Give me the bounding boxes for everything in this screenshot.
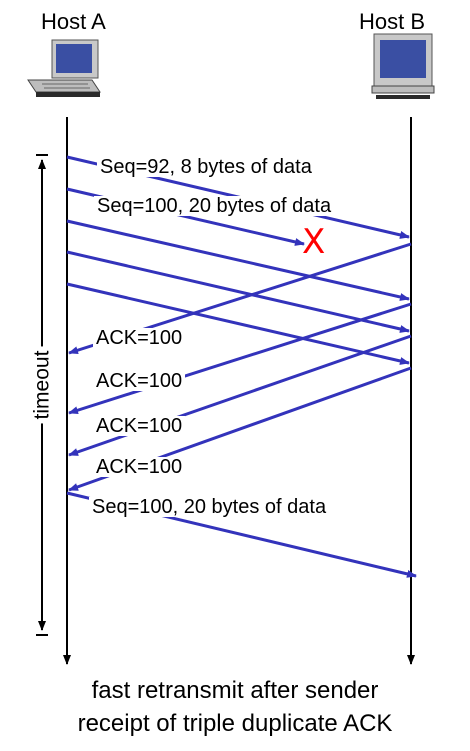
caption-line-2: receipt of triple duplicate ACK [77, 710, 393, 737]
host-b-label: Host B [359, 9, 426, 34]
ack-2-label: ACK=100 [93, 371, 186, 391]
ack-1-label: ACK=100 [93, 328, 186, 348]
seq92-label: Seq=92, 8 bytes of data [97, 157, 315, 177]
segment-4-arrow [66, 250, 410, 333]
seq100-label: Seq=100, 20 bytes of data [94, 196, 335, 216]
host-b-computer-icon [371, 33, 435, 99]
timeout-label: timeout [31, 346, 54, 424]
segment-lost-x-mark: X [302, 222, 326, 262]
ack-3-label: ACK=100 [93, 416, 186, 436]
retransmit-label: Seq=100, 20 bytes of data [89, 497, 330, 517]
segment-3-arrow [66, 219, 410, 301]
ack-2-arrow [68, 302, 412, 415]
host-a-label: Host A [41, 9, 106, 34]
ack-4-label: ACK=100 [93, 457, 186, 477]
caption-line-1: fast retransmit after sender [91, 677, 379, 704]
segment-5-arrow [66, 282, 410, 365]
host-a-computer-icon [27, 39, 101, 97]
